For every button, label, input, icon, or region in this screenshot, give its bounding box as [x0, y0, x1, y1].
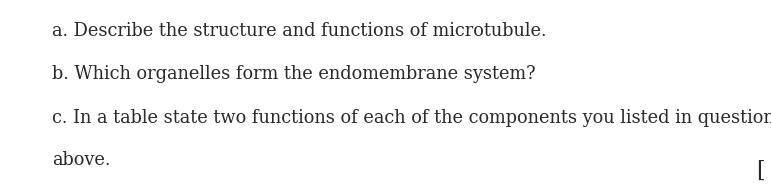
Text: a. Describe the structure and functions of microtubule.: a. Describe the structure and functions …: [52, 22, 547, 40]
Text: [: [: [756, 160, 765, 182]
Text: b. Which organelles form the endomembrane system?: b. Which organelles form the endomembran…: [52, 65, 536, 83]
Text: above.: above.: [52, 151, 111, 169]
Text: c. In a table state two functions of each of the components you listed in questi: c. In a table state two functions of eac…: [52, 109, 771, 127]
